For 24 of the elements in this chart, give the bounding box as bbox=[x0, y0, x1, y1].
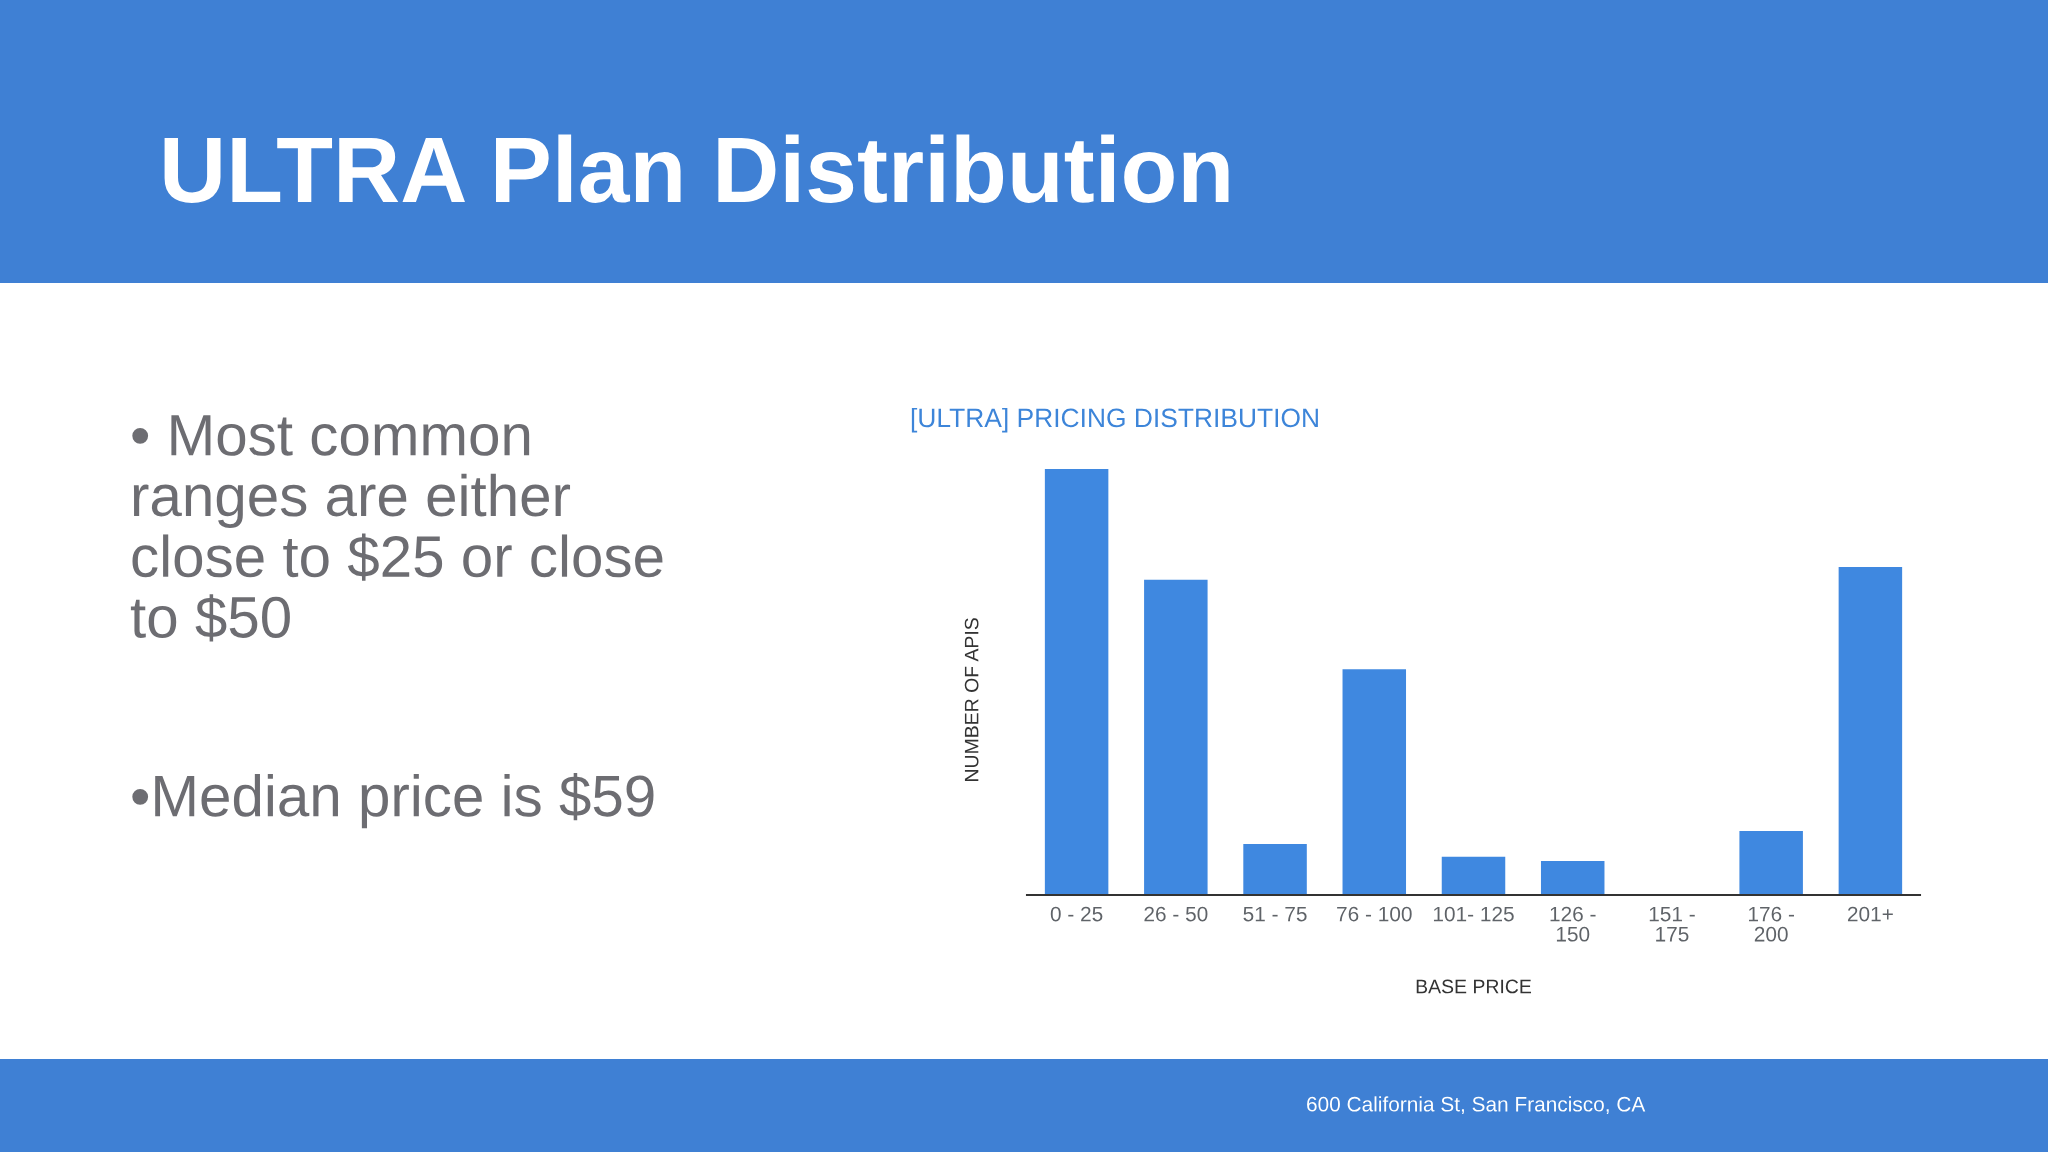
text: • Most common ranges are either close to $25 or close to $50 bbox=[130, 415, 663, 642]
bar bbox=[1739, 831, 1803, 895]
bar bbox=[1243, 843, 1307, 895]
bar bbox=[1144, 579, 1208, 895]
y-axis-title: NUMBER OF APIS bbox=[964, 618, 979, 781]
x-tick-label: 0 - 25 bbox=[1050, 906, 1103, 922]
text: 600 California St, San Francisco, CA bbox=[1307, 1096, 1646, 1115]
bar bbox=[1044, 469, 1109, 895]
x-tick-label: 176 - 200 bbox=[1749, 906, 1794, 942]
x-tick-label: 76 - 100 bbox=[1337, 906, 1412, 922]
x-tick-label: 126 - 150 bbox=[1550, 906, 1596, 942]
bar bbox=[1540, 860, 1605, 895]
text: •Median price is $59 bbox=[132, 773, 654, 829]
x-tick-label: 101- 125 bbox=[1433, 906, 1514, 922]
x-tick-label: 201+ bbox=[1847, 906, 1893, 922]
chart-subtitle: [ULTRA] PRICING DISTRIBUTION bbox=[911, 407, 1318, 433]
bar bbox=[1342, 669, 1407, 895]
chart-title: ULTRA Plan Distribution bbox=[164, 134, 1229, 203]
x-tick-label: 51 - 75 bbox=[1243, 906, 1307, 922]
bar bbox=[1441, 856, 1506, 895]
x-tick-label: 26 - 50 bbox=[1144, 906, 1208, 922]
x-axis-title: BASE PRICE bbox=[1416, 979, 1532, 994]
x-tick-label: 151 - 175 bbox=[1649, 906, 1695, 942]
bar bbox=[1838, 566, 1903, 895]
